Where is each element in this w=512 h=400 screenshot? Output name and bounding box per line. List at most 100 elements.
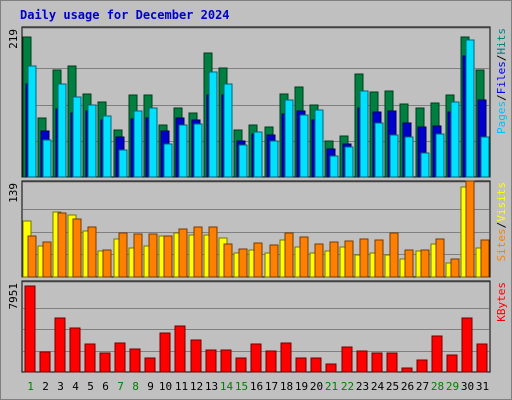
bar-pages-9: [148, 107, 158, 178]
legend-item-1-1: Pages: [495, 101, 508, 134]
bar-sites-18: [284, 232, 294, 278]
legend-item-1-3: Files: [495, 61, 508, 94]
bar-sites-19: [299, 236, 309, 278]
legend-item-1-2: /: [495, 94, 508, 101]
bar-pages-14: [223, 83, 233, 178]
day-label-8: 8: [132, 380, 139, 393]
bar-kbytes-23: [356, 350, 368, 373]
bar-kbytes-4: [69, 327, 81, 373]
day-label-29: 29: [446, 380, 459, 393]
day-label-11: 11: [175, 380, 188, 393]
bar-sites-3: [57, 212, 67, 278]
bar-kbytes-3: [54, 317, 66, 373]
day-label-20: 20: [310, 380, 323, 393]
bar-kbytes-6: [99, 352, 111, 373]
bar-sites-26: [404, 249, 414, 278]
bar-kbytes-7: [114, 342, 126, 373]
bar-sites-22: [344, 240, 354, 278]
day-label-6: 6: [102, 380, 109, 393]
bar-kbytes-17: [265, 350, 277, 373]
bar-kbytes-12: [190, 339, 202, 373]
bar-kbytes-30: [461, 317, 473, 373]
legend-panel-1: Pages/Files/Hits: [495, 28, 508, 134]
chart-title: Daily usage for December 2024: [20, 8, 230, 22]
bar-sites-21: [329, 241, 339, 278]
bar-pages-7: [118, 149, 128, 178]
bar-sites-16: [253, 242, 263, 278]
day-label-22: 22: [341, 380, 354, 393]
bar-sites-13: [208, 226, 218, 278]
legend-item-2-1: Sites: [495, 228, 508, 261]
day-label-28: 28: [431, 380, 444, 393]
bar-sites-17: [269, 244, 279, 278]
bar-kbytes-2: [39, 351, 51, 373]
bar-pages-2: [42, 139, 52, 178]
day-label-27: 27: [416, 380, 429, 393]
bar-pages-15: [238, 144, 248, 178]
bar-pages-30: [465, 39, 475, 178]
bar-sites-7: [118, 232, 128, 278]
day-label-30: 30: [461, 380, 474, 393]
day-label-10: 10: [159, 380, 172, 393]
bar-sites-23: [359, 238, 369, 278]
bar-sites-8: [133, 233, 143, 278]
bar-pages-13: [208, 71, 218, 178]
bar-kbytes-24: [371, 352, 383, 373]
day-label-18: 18: [280, 380, 293, 393]
bar-sites-9: [148, 233, 158, 278]
bar-kbytes-11: [174, 325, 186, 373]
day-label-5: 5: [87, 380, 94, 393]
bar-kbytes-25: [386, 352, 398, 373]
bar-kbytes-27: [416, 359, 428, 373]
bar-pages-6: [102, 115, 112, 178]
bar-kbytes-1: [24, 285, 36, 373]
bar-sites-24: [374, 239, 384, 278]
bar-pages-23: [359, 90, 369, 178]
bar-kbytes-26: [401, 367, 413, 373]
bar-kbytes-29: [446, 354, 458, 373]
bar-kbytes-13: [205, 349, 217, 373]
bar-sites-2: [42, 241, 52, 278]
bar-pages-29: [450, 101, 460, 178]
legend-item-2-3: Visits: [495, 182, 508, 222]
bar-pages-20: [314, 109, 324, 178]
bar-kbytes-28: [431, 335, 443, 373]
ymax-label-panel-3: 7951: [7, 283, 20, 310]
day-label-24: 24: [371, 380, 385, 393]
bar-sites-20: [314, 243, 324, 278]
day-label-9: 9: [147, 380, 154, 393]
bar-kbytes-31: [476, 343, 488, 373]
day-label-7: 7: [117, 380, 124, 393]
bar-sites-25: [389, 232, 399, 278]
bar-pages-1: [27, 65, 37, 178]
bar-pages-5: [87, 104, 97, 178]
bar-sites-10: [163, 235, 173, 278]
day-label-17: 17: [265, 380, 278, 393]
bar-pages-16: [253, 131, 263, 178]
bar-pages-31: [480, 136, 490, 178]
bar-pages-22: [344, 146, 354, 178]
day-label-1: 1: [27, 380, 34, 393]
legend-panel-2: Sites/Visits: [495, 182, 508, 262]
bar-pages-28: [435, 133, 445, 178]
bar-kbytes-9: [144, 357, 156, 373]
bar-sites-12: [193, 226, 203, 278]
bar-kbytes-8: [129, 348, 141, 373]
day-label-25: 25: [386, 380, 399, 393]
bar-kbytes-19: [295, 357, 307, 373]
day-label-26: 26: [401, 380, 414, 393]
bar-kbytes-10: [159, 332, 171, 373]
bar-pages-10: [163, 143, 173, 178]
bar-pages-21: [329, 155, 339, 178]
day-label-13: 13: [205, 380, 218, 393]
bar-kbytes-18: [280, 342, 292, 373]
day-label-2: 2: [42, 380, 49, 393]
day-label-21: 21: [325, 380, 338, 393]
bar-kbytes-21: [325, 363, 337, 373]
day-label-4: 4: [72, 380, 79, 393]
day-label-14: 14: [220, 380, 234, 393]
legend-item-2-2: /: [495, 222, 508, 229]
ymax-label-panel-1: 219: [7, 29, 20, 49]
day-label-3: 3: [57, 380, 64, 393]
bar-pages-17: [269, 140, 279, 178]
